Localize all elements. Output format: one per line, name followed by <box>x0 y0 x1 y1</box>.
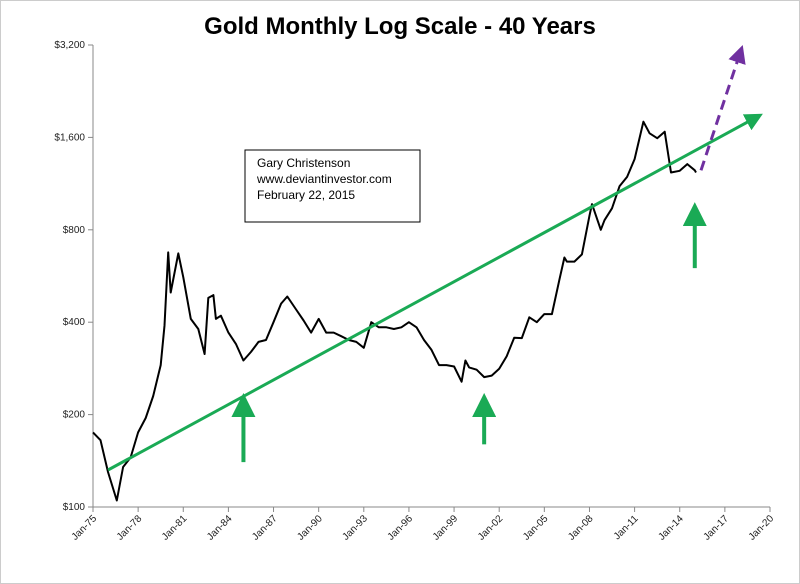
annotation-line: Gary Christenson <box>257 156 350 170</box>
y-tick-label: $200 <box>63 410 86 421</box>
annotation-line: February 22, 2015 <box>257 188 355 202</box>
y-tick-label: $3,200 <box>54 40 85 51</box>
y-tick-label: $400 <box>63 317 86 328</box>
annotation-box <box>244 149 421 223</box>
annotation-line: www.deviantinvestor.com <box>256 172 392 186</box>
chart-title: Gold Monthly Log Scale - 40 Years <box>204 13 596 40</box>
y-tick-label: $100 <box>63 502 86 513</box>
trend-line <box>107 113 763 472</box>
trend-line <box>699 45 746 171</box>
y-tick-label: $800 <box>63 225 86 236</box>
line-series <box>92 120 697 502</box>
y-tick-label: $1,600 <box>54 132 85 143</box>
